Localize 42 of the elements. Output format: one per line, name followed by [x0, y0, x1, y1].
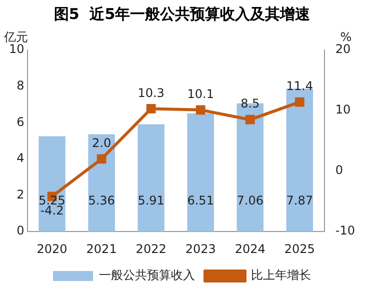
y2-axis-title: % — [340, 30, 352, 44]
y-tick-label: 0 — [16, 224, 24, 238]
y-tick-label: 4 — [16, 151, 24, 166]
point — [196, 105, 206, 115]
y-tick-label: 2 — [16, 187, 24, 202]
data-label: 11.4 — [286, 79, 313, 94]
data-label: 7.06 — [236, 194, 264, 208]
legend-label: 比上年增长 — [251, 268, 311, 282]
data-label: 2.0 — [92, 136, 112, 150]
data-label: 10.3 — [138, 86, 164, 100]
x-tick-label: 2024 — [234, 242, 266, 256]
y-tick-label: 10 — [8, 42, 24, 56]
y2-tick-label: 0 — [335, 163, 344, 178]
legend-label: 一般公共预算收入 — [99, 268, 195, 282]
x-tick-label: 2022 — [136, 242, 166, 256]
data-label: 5.36 — [88, 194, 115, 208]
chart-title: 图5 近5年一般公共预算收入及其增速 — [54, 4, 312, 23]
bar — [138, 124, 164, 232]
x-tick-label: 2021 — [86, 242, 117, 256]
x-tick-label: 2023 — [185, 242, 216, 256]
bar — [187, 113, 214, 232]
point — [146, 104, 156, 114]
y2-tick-label: -10 — [335, 224, 356, 238]
point — [294, 97, 304, 107]
y-axis-title: 亿元 — [3, 30, 28, 44]
data-label: 10.1 — [187, 87, 214, 102]
data-label: -4.2 — [40, 204, 64, 218]
data-label: 8.5 — [240, 96, 260, 111]
x-tick-label: 2020 — [36, 242, 68, 256]
y2-tick-label: 10 — [335, 102, 351, 117]
point — [245, 114, 255, 124]
x-tick-label: 2025 — [284, 242, 315, 256]
y-tick-label: 6 — [16, 114, 24, 129]
y2-tick-label: 20 — [335, 42, 351, 56]
bar — [88, 134, 115, 232]
y-tick-label: 8 — [16, 78, 24, 92]
data-label: 6.51 — [187, 194, 214, 208]
point — [96, 154, 106, 164]
bar — [38, 136, 66, 232]
bar — [286, 88, 314, 232]
data-label: 5.91 — [138, 194, 164, 208]
data-label: 7.87 — [286, 194, 313, 208]
